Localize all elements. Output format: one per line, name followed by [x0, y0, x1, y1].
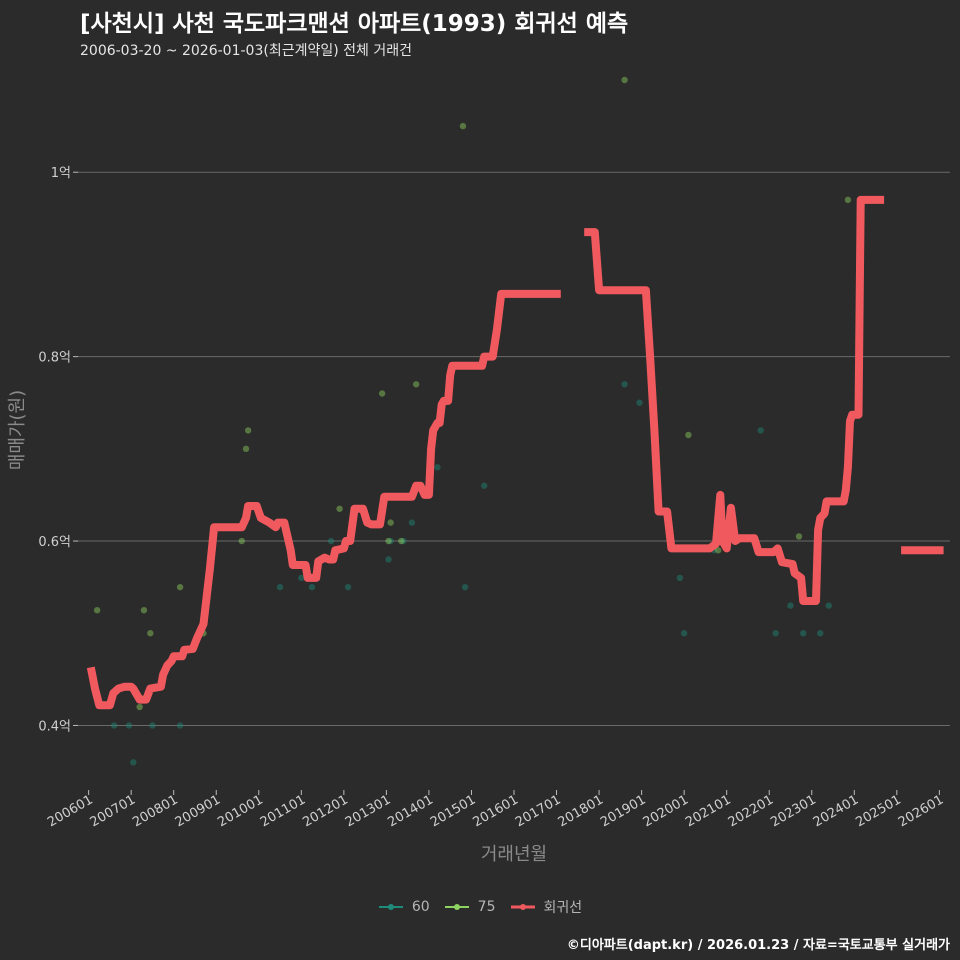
- point-60-21: [680, 630, 688, 637]
- legend-key-regression: [510, 904, 535, 910]
- source-caption: ©디아파트(dapt.kr) / 2026.01.23 / 자료=국토교통부 실…: [566, 938, 950, 953]
- regression-line: [86, 195, 944, 710]
- scatter-points: [93, 76, 852, 766]
- legend-label-75: 75: [477, 899, 496, 915]
- x-tick-label-9: 201501: [428, 792, 478, 830]
- point-60-8: [327, 537, 335, 545]
- grid-lines: [78, 171, 950, 726]
- point-60-3: [149, 722, 156, 729]
- x-tick-label-20: 202601: [896, 792, 946, 830]
- axis-labels: 0.4억0.6억0.8억1억20060120070120080120090120…: [38, 166, 946, 830]
- y-tick-label-2: 0.8억: [38, 351, 71, 366]
- point-75-7: [242, 445, 250, 453]
- legend-item-75: 75: [444, 899, 496, 915]
- regression-line-segment-0: [86, 289, 561, 710]
- x-tick-label-17: 202301: [768, 792, 818, 830]
- y-tick-label-0: 0.4억: [38, 719, 71, 734]
- x-tick-label-2: 200801: [130, 792, 180, 830]
- legend-label-60: 60: [411, 899, 430, 915]
- x-tick-label-1: 200701: [88, 792, 138, 830]
- point-60-24: [757, 427, 764, 434]
- x-tick-label-6: 201201: [300, 792, 350, 830]
- point-60-11: [387, 537, 394, 545]
- x-tick-label-19: 202501: [853, 792, 903, 830]
- chart-legend: 60 75 회귀선: [0, 896, 960, 918]
- point-75-1: [136, 703, 143, 711]
- point-60-2: [130, 759, 137, 766]
- chart-title: [사천시] 사천 국도파크맨션 아파트(1993) 회귀선 예측: [80, 11, 629, 37]
- x-tick-label-5: 201101: [258, 792, 308, 830]
- point-60-19: [636, 399, 643, 406]
- point-75-10: [378, 390, 386, 397]
- x-tick-label-7: 201301: [343, 792, 393, 830]
- point-60-4: [176, 722, 184, 729]
- point-75-9: [336, 505, 343, 512]
- point-60-9: [344, 583, 352, 591]
- point-75-18: [714, 547, 722, 554]
- point-60-25: [772, 630, 779, 637]
- point-60-12: [400, 537, 407, 545]
- x-tick-label-10: 201601: [471, 792, 521, 830]
- point-60-13: [408, 519, 416, 526]
- legend-item-60: 60: [378, 899, 430, 915]
- point-60-0: [110, 722, 118, 729]
- point-60-29: [825, 602, 832, 609]
- point-60-17: [481, 482, 488, 489]
- legend-label-regression: 회귀선: [543, 900, 583, 916]
- point-75-11: [385, 537, 392, 545]
- point-75-3: [147, 630, 154, 637]
- point-75-19: [795, 533, 803, 540]
- y-tick-label-1: 0.6억: [38, 535, 71, 550]
- point-75-13: [398, 537, 405, 545]
- legend-item-regression: 회귀선: [510, 897, 583, 917]
- x-tick-label-13: 201901: [598, 792, 648, 830]
- point-75-2: [140, 606, 148, 614]
- point-60-1: [125, 722, 133, 729]
- point-75-0: [93, 606, 101, 614]
- point-60-7: [308, 583, 316, 591]
- point-75-20: [844, 196, 852, 204]
- y-tick-label-3: 1억: [51, 166, 71, 181]
- x-tick-label-14: 202001: [641, 792, 691, 830]
- y-axis-title: 매매가(원): [7, 390, 28, 470]
- point-75-17: [685, 431, 692, 439]
- point-75-4: [176, 583, 184, 591]
- x-tick-label-11: 201701: [513, 792, 563, 830]
- regression-line-segment-1: [584, 195, 885, 605]
- point-75-15: [459, 122, 467, 130]
- point-75-12: [387, 519, 394, 526]
- point-60-15: [434, 464, 441, 471]
- x-tick-label-12: 201801: [556, 792, 606, 830]
- point-60-20: [676, 574, 684, 582]
- x-tick-label-3: 200901: [173, 792, 223, 830]
- x-tick-label-0: 200601: [45, 792, 95, 830]
- point-60-5: [276, 583, 284, 591]
- x-tick-label-18: 202401: [811, 792, 861, 830]
- point-60-18: [621, 381, 628, 388]
- x-tick-label-15: 202101: [683, 792, 733, 830]
- chart-subtitle: 2006-03-20 ~ 2026-01-03(최근계약일) 전체 거래건: [80, 43, 412, 59]
- legend-key-75: [444, 904, 469, 910]
- point-75-6: [238, 537, 245, 545]
- x-tick-label-8: 201401: [385, 792, 435, 830]
- point-60-27: [800, 630, 807, 637]
- x-tick-label-16: 202201: [726, 792, 776, 830]
- point-60-6: [298, 574, 305, 582]
- point-60-26: [787, 602, 794, 609]
- point-75-14: [412, 381, 420, 388]
- point-60-10: [385, 556, 392, 563]
- point-60-28: [817, 630, 824, 637]
- x-axis-title: 거래년월: [481, 844, 547, 865]
- point-75-8: [244, 427, 252, 434]
- legend-key-60: [378, 904, 403, 910]
- x-tick-label-4: 201001: [215, 792, 265, 830]
- point-60-16: [461, 583, 469, 591]
- point-75-16: [621, 76, 628, 84]
